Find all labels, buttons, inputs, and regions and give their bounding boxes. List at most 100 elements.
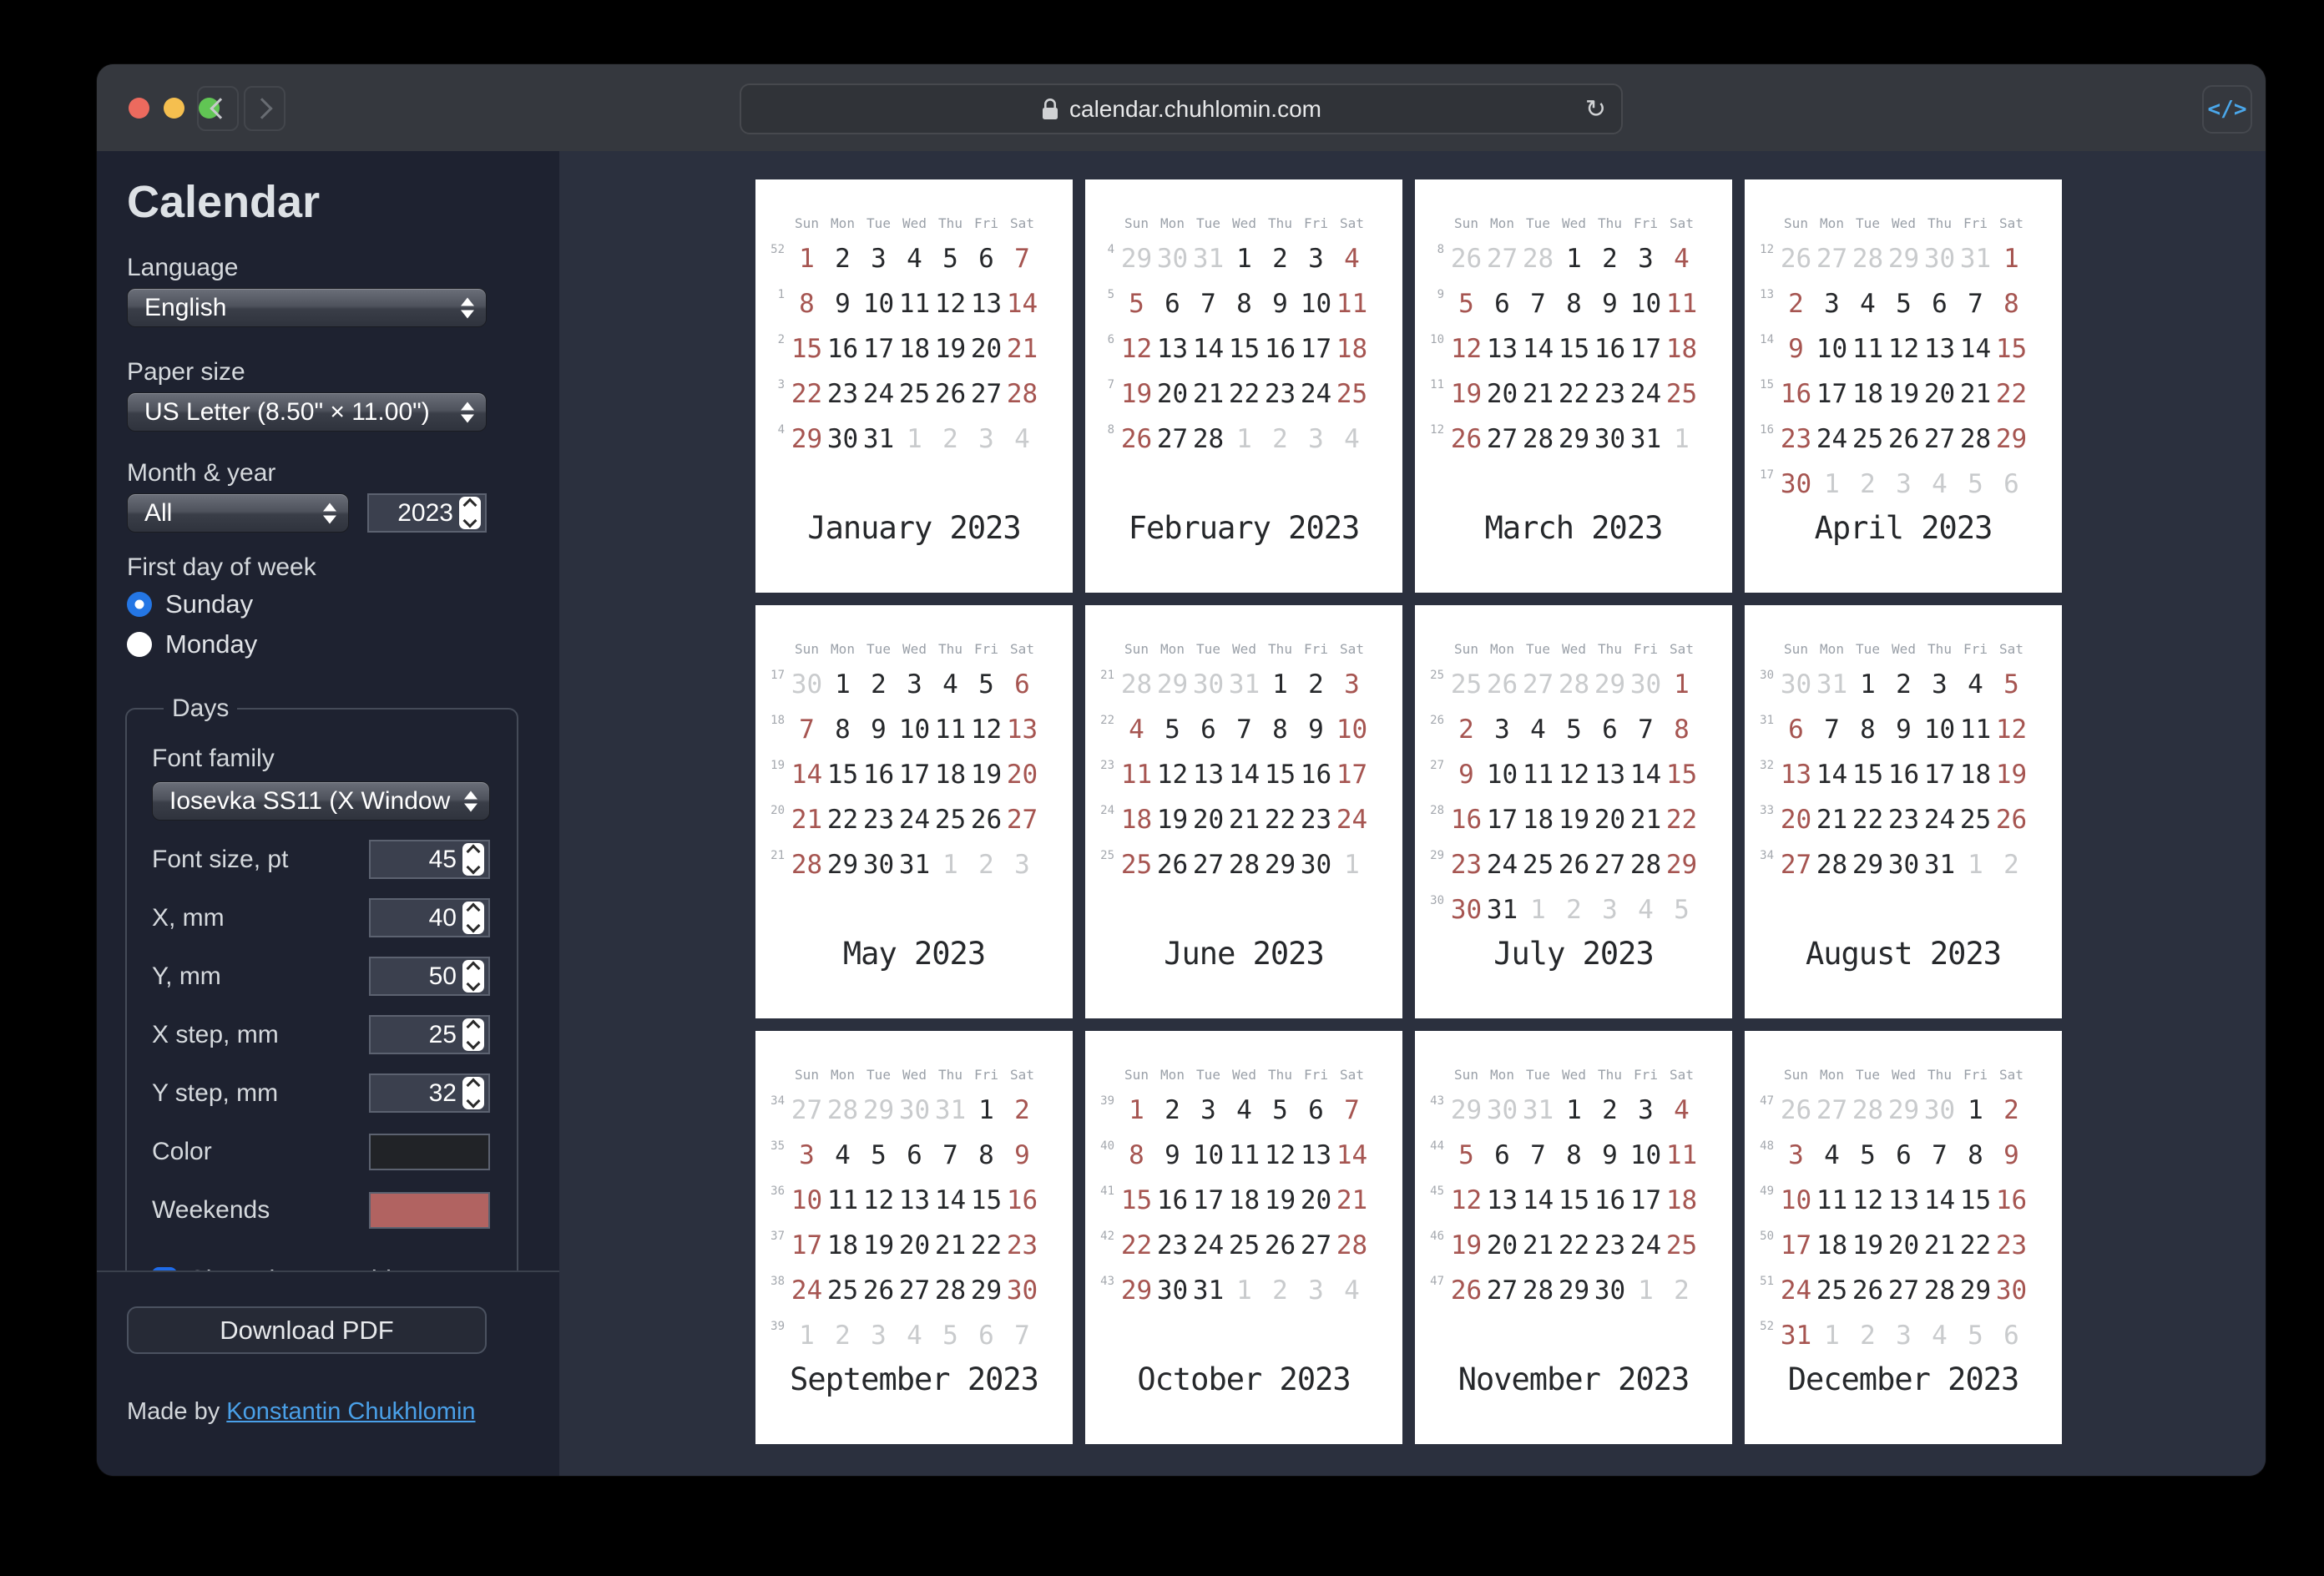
day-cell: 31 [1959,244,1992,274]
weekday-header: Sat [1999,215,2023,231]
day-cell: 2 [1272,244,1288,274]
sidebar-form: Calendar Language English Paper size US … [97,151,559,1270]
day-cell: 4 [1638,895,1654,925]
day-cell: 12 [934,289,967,319]
weekday-header: Wed [1892,215,1916,231]
month-grid: Sun Mon Tue Wed Thu Fri Sat 34 27 28 29 30 31 1 2 35 3 4 5… [767,1061,1073,1358]
page-title: Calendar [127,177,321,227]
day-cell: 26 [1887,424,1920,454]
day-cell: 20 [1486,1230,1518,1260]
week-number: 24 [1100,804,1114,817]
day-cell: 3 [1308,244,1324,274]
day-cell: 15 [1959,1185,1992,1215]
radio-icon[interactable] [127,632,152,657]
first-day-option-monday[interactable]: Monday [127,629,559,659]
day-cell: 3 [1638,244,1654,274]
day-cell: 17 [1486,805,1518,835]
checkbox-checked-icon[interactable] [152,1267,177,1270]
address-bar[interactable]: calendar.chuhlomin.com ↻ [740,83,1623,134]
month-select[interactable]: All [127,493,349,533]
forward-button[interactable] [244,86,285,131]
weekday-header: Mon [1490,640,1514,657]
day-cell: 23 [1450,850,1483,880]
week-number: 29 [1430,849,1444,862]
number-input[interactable]: 50 [369,957,490,996]
font-family-select[interactable]: Iosevka SS11 (X Window [152,781,490,821]
stepper-icon[interactable] [462,843,484,876]
day-cell: 4 [942,669,958,700]
year-input[interactable]: 2023 [367,493,487,533]
color-swatch[interactable] [369,1133,490,1170]
day-cell: 21 [1522,379,1554,409]
download-pdf-button[interactable]: Download PDF [127,1306,487,1354]
select-arrows-icon [461,402,474,422]
day-cell: 16 [1156,1185,1189,1215]
day-cell: 22 [1995,379,2028,409]
stepper-icon[interactable] [462,902,484,934]
radio-icon[interactable] [127,592,152,617]
first-day-option-sunday[interactable]: Sunday [127,589,559,619]
day-cell: 24 [1486,850,1518,880]
weekday-header: Fri [1963,1066,1988,1083]
day-cell: 6 [2003,469,2019,499]
week-number: 49 [1760,1185,1774,1198]
weekday-header: Thu [938,215,962,231]
day-cell: 27 [1594,850,1626,880]
weekday-header: Tue [1196,640,1220,657]
day-cell: 2 [835,1321,851,1351]
numeric-field-row: Y, mm 50 [152,957,490,996]
day-cell: 29 [1995,424,2028,454]
day-cell: 7 [1932,1140,1948,1170]
reload-icon[interactable]: ↻ [1584,95,1606,123]
code-button[interactable]: </> [2202,85,2252,134]
day-cell: 30 [1780,669,1812,700]
language-select[interactable]: English [127,288,487,327]
number-input[interactable]: 25 [369,1015,490,1054]
day-cell: 1 [1638,1275,1654,1306]
month-grid: Sun Mon Tue Wed Thu Fri Sat 25 25 26 27 28 29 30 1 26 2 3… [1427,635,1732,932]
weekday-header: Sun [795,640,819,657]
stepper-icon[interactable] [462,1077,484,1109]
number-input[interactable]: 45 [369,840,490,879]
day-cell: 13 [1006,715,1038,745]
day-cell: 27 [1486,244,1518,274]
day-cell: 10 [1629,289,1662,319]
day-cell: 31 [1923,850,1956,880]
number-input-value: 25 [428,1020,457,1048]
day-cell: 19 [1558,805,1590,835]
font-family-label: Font family [152,745,275,772]
stepper-icon[interactable] [462,960,484,993]
weekday-header: Tue [1856,1066,1880,1083]
day-cell: 30 [1923,1095,1956,1125]
day-cell: 10 [791,1185,823,1215]
stepper-icon[interactable] [459,497,481,529]
number-input[interactable]: 32 [369,1073,490,1113]
day-cell: 24 [1816,424,1848,454]
day-cell: 25 [1120,850,1153,880]
paper-size-select[interactable]: US Letter (8.50" × 11.00") [127,392,487,432]
day-cell: 23 [1995,1230,2028,1260]
minimize-window-button[interactable] [164,98,184,119]
zoom-window-button[interactable] [199,98,220,119]
number-input[interactable]: 40 [369,898,490,937]
day-cell: 31 [1816,669,1848,700]
close-window-button[interactable] [129,98,149,119]
day-cell: 2 [2003,850,2019,880]
weekday-header: Mon [1160,1066,1185,1083]
day-cell: 12 [1852,1185,1884,1215]
show-days-outside-row[interactable]: Show days outside [152,1265,490,1270]
weekday-header: Wed [1232,1066,1256,1083]
week-number: 17 [1760,468,1774,482]
back-button[interactable] [197,86,239,131]
stepper-icon[interactable] [462,1018,484,1051]
day-cell: 17 [1780,1230,1812,1260]
day-cell: 15 [1228,334,1261,364]
weekends-color-swatch[interactable] [369,1191,490,1229]
day-cell: 29 [1887,244,1920,274]
day-cell: 7 [942,1140,958,1170]
day-cell: 29 [1887,1095,1920,1125]
day-cell: 13 [970,289,1003,319]
language-label: Language [127,254,239,281]
day-cell: 19 [1995,760,2028,790]
author-link[interactable]: Konstantin Chukhlomin [226,1398,476,1425]
